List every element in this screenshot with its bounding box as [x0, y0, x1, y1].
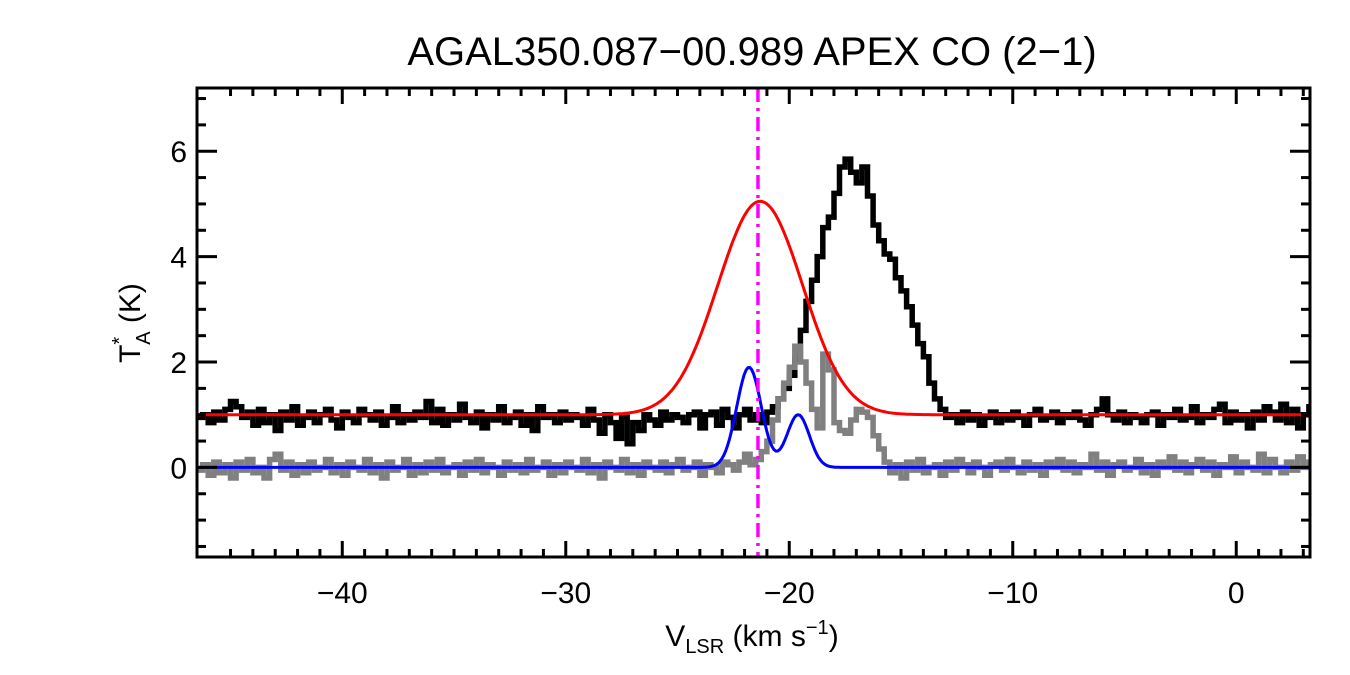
x-tick-label: 0 — [1228, 577, 1245, 610]
x-tick-label: −10 — [987, 577, 1038, 610]
x-tick-label: −40 — [317, 577, 368, 610]
y-axis-label-sub: A — [133, 331, 155, 345]
y-axis-label-unit: (K) — [114, 283, 147, 331]
y-axis-label: T* A (K) — [109, 283, 155, 363]
y-axis-label-main: T — [114, 345, 147, 363]
gaussian-fit-main-line — [197, 199, 1310, 417]
x-tick-label: −30 — [540, 577, 591, 610]
x-axis-label-unit: (km s — [724, 620, 806, 653]
y-axis-label-sup: * — [109, 337, 131, 345]
x-tick-label: −20 — [764, 577, 815, 610]
y-tick-labels: 0 2 4 6 — [170, 136, 187, 485]
residual-spectrum-line — [197, 343, 1310, 481]
plot-frame — [195, 86, 1312, 559]
x-tick-labels: −40 −30 −20 −10 0 — [317, 577, 1245, 610]
plot-area — [197, 88, 1310, 557]
axis-ticks — [197, 88, 1310, 557]
y-tick-label: 0 — [170, 452, 187, 485]
gaussian-fit-residual-line — [197, 365, 1310, 469]
y-tick-label: 2 — [170, 347, 187, 380]
y-tick-label: 4 — [170, 242, 187, 275]
x-axis-label: VLSR (km s−1) — [665, 617, 838, 658]
y-tick-label: 6 — [170, 136, 187, 169]
chart-title: AGAL350.087−00.989 APEX CO (2−1) — [407, 30, 1096, 74]
x-axis-label-sup: −1 — [806, 617, 829, 639]
x-axis-label-sub: LSR — [685, 636, 724, 658]
x-axis-label-main: V — [665, 620, 685, 653]
x-axis-label-close: ) — [829, 620, 839, 653]
series-group — [197, 88, 1310, 557]
